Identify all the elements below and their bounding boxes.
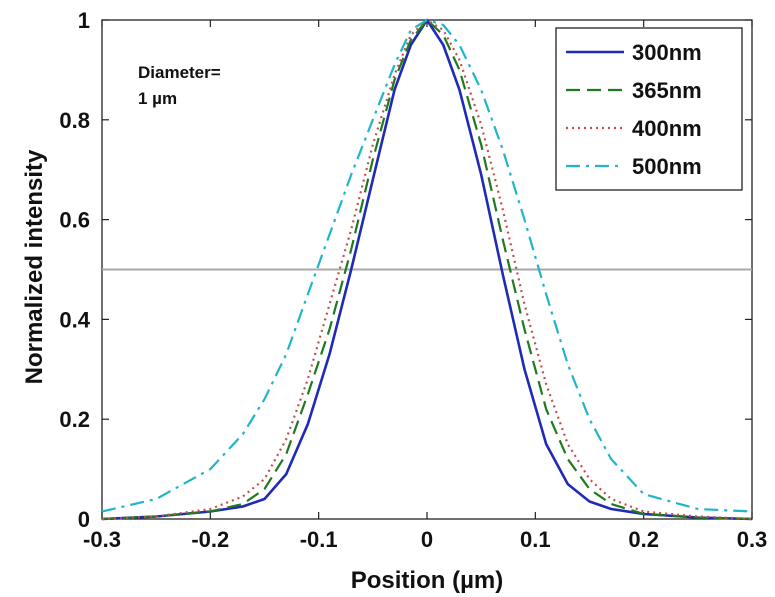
y-tick-label: 0.2 <box>59 407 90 432</box>
legend: 300nm 365nm 400nm 500nm <box>555 27 743 191</box>
annotation-line-2: 1 µm <box>138 89 177 108</box>
x-tick-label: 0.2 <box>628 527 659 552</box>
y-tick-label: 0 <box>78 507 90 532</box>
x-tick-label: 0.3 <box>737 527 768 552</box>
annotation-line-1: Diameter= <box>138 63 221 82</box>
y-tick-label: 0.4 <box>59 307 90 332</box>
y-tick-label: 0.8 <box>59 108 90 133</box>
x-axis-title: Position (µm) <box>351 567 503 594</box>
x-tick-label: -0.2 <box>191 527 229 552</box>
x-tick-label: 0 <box>421 527 433 552</box>
legend-label-500nm: 500nm <box>632 154 702 179</box>
series-line-365nm <box>101 18 753 521</box>
legend-label-300nm: 300nm <box>632 40 702 65</box>
x-tick-label: -0.3 <box>83 527 121 552</box>
y-axis-title: Normalized intensity <box>21 149 48 384</box>
y-tick-label: 1 <box>78 8 90 33</box>
diameter-annotation: Diameter= 1 µm <box>138 63 221 108</box>
legend-box <box>555 27 743 191</box>
x-tick-label: 0.1 <box>520 527 551 552</box>
legend-label-365nm: 365nm <box>632 78 702 103</box>
y-tick-label: 0.6 <box>59 208 90 233</box>
series-line-500nm <box>101 18 753 513</box>
legend-label-400nm: 400nm <box>632 116 702 141</box>
x-tick-label: -0.1 <box>300 527 338 552</box>
